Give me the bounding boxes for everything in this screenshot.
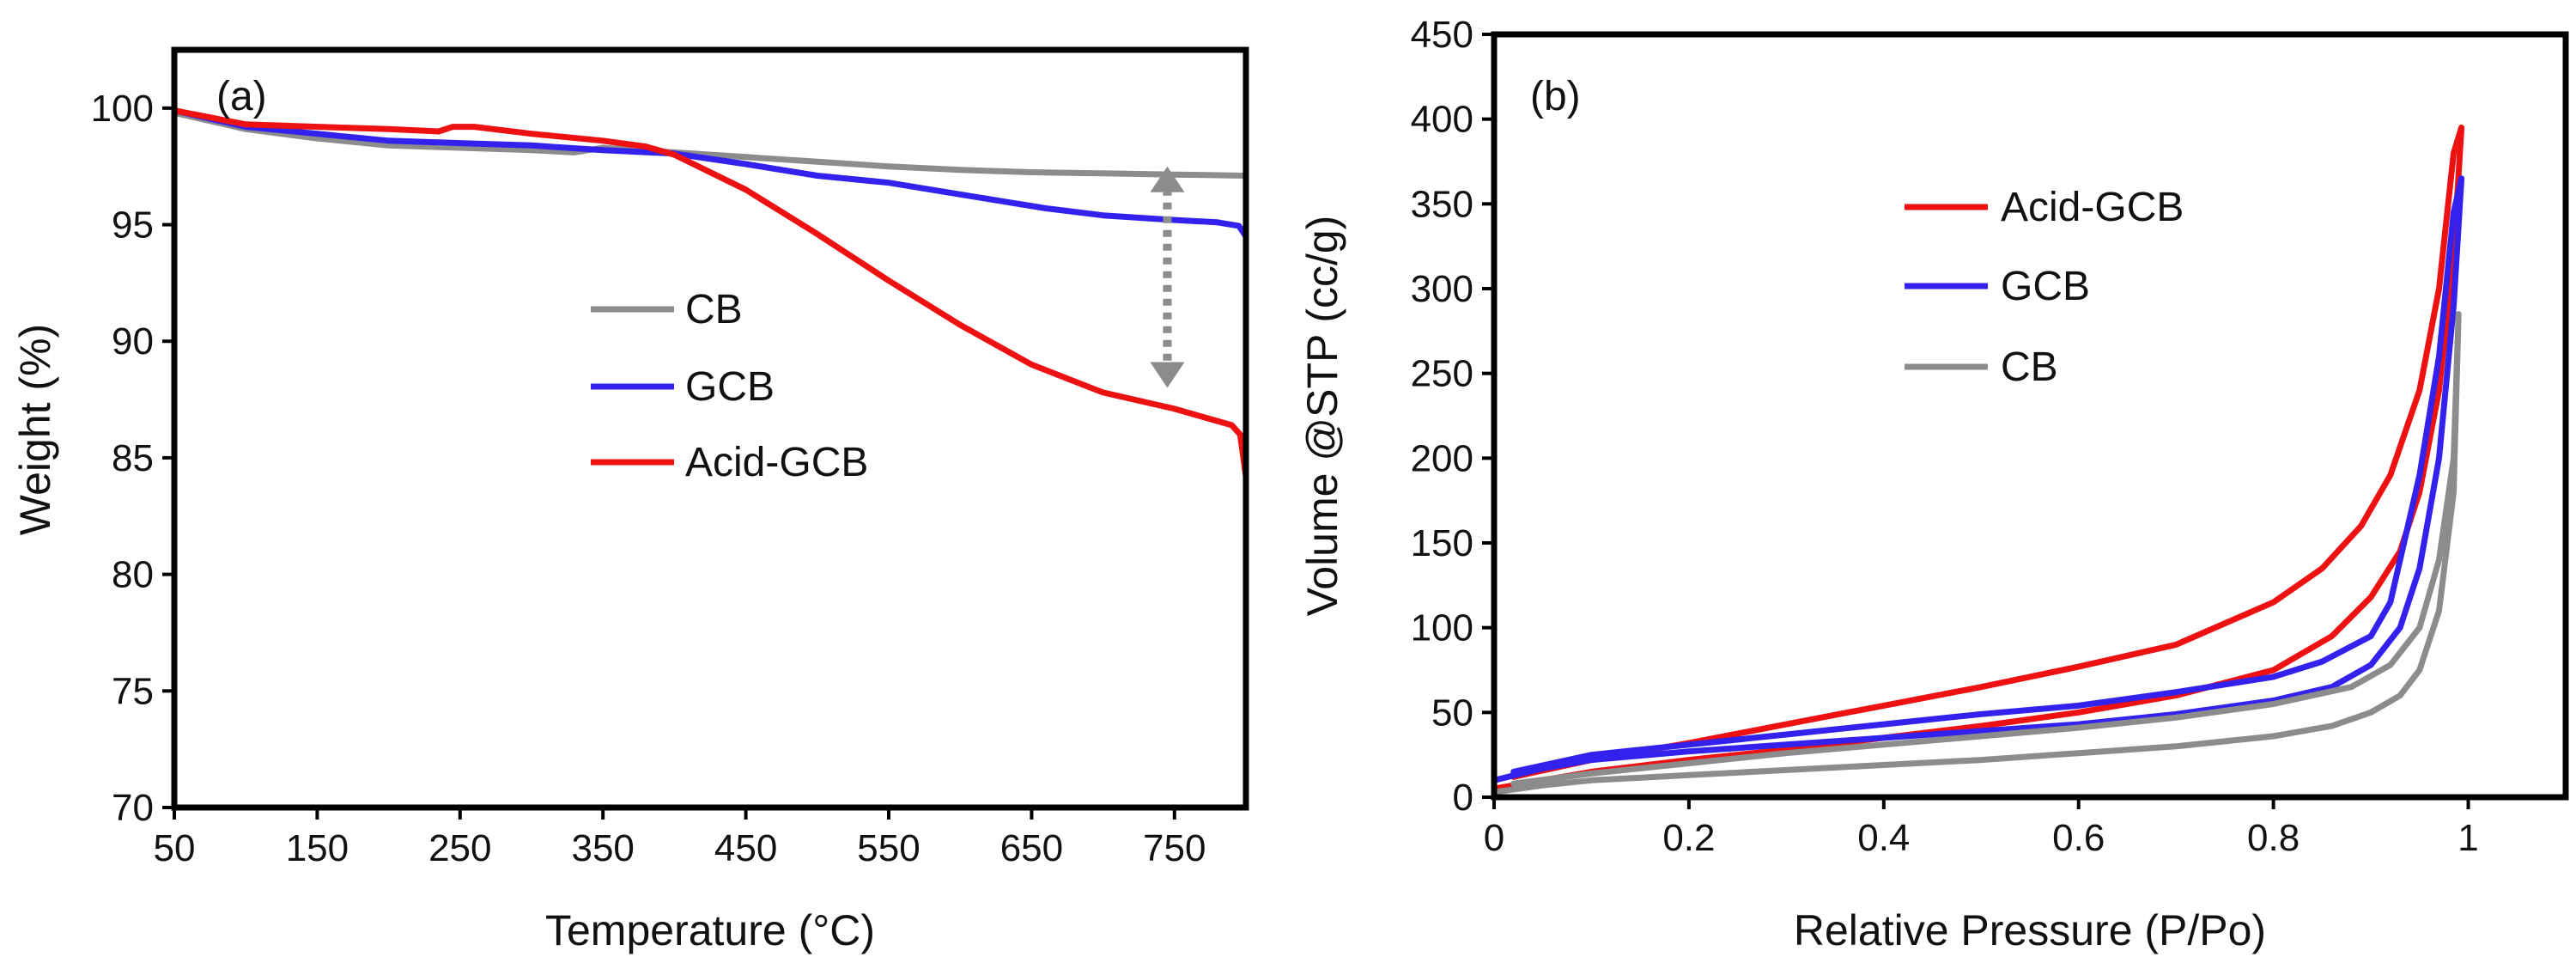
x-tick-label: 1	[2458, 817, 2478, 859]
x-tick-label: 750	[1143, 827, 1206, 869]
annotation-arrow	[1150, 166, 1185, 388]
y-tick-label: 150	[1411, 522, 1473, 564]
series-line-acid-gcb-a	[171, 107, 1249, 480]
legend-label-gcb-a: GCB	[685, 364, 775, 410]
y-tick-label: 0	[1453, 777, 1473, 819]
x-tick-label: 0.8	[2247, 817, 2300, 859]
series-group-b	[1491, 125, 2465, 795]
y-tick-label: 250	[1411, 353, 1473, 395]
panel-label-a: (a)	[216, 74, 267, 119]
chart-a: 50 150 250 350 450 550 650 750 707580859095100 …	[11, 46, 1249, 954]
y-axis-label-b: Volume @STP (cc/g)	[1298, 216, 1346, 617]
series-line-cb-a	[171, 109, 1249, 179]
x-tick-label: 250	[428, 827, 491, 869]
y-tick-label: 50	[1431, 692, 1473, 734]
series-line-gcb-b	[1491, 175, 2465, 783]
y-axis-label-a: Weight (%)	[11, 324, 59, 535]
y-tick-label: 80	[112, 554, 154, 596]
x-tick-labels-a: 50 150 250 350 450 550 650 750	[154, 827, 1206, 869]
series-group-a	[171, 107, 1249, 480]
legend-b: Acid-GCB GCB CB	[1905, 185, 2184, 390]
y-tick-label: 95	[112, 204, 154, 247]
x-tick-label: 0.6	[2052, 817, 2105, 859]
y-tick-label: 90	[112, 320, 154, 363]
plot-frame-a	[171, 46, 1249, 811]
y-tick-label: 100	[91, 88, 154, 130]
y-tick-label: 70	[112, 787, 154, 829]
x-axis-label-a: Temperature (°C)	[545, 906, 875, 954]
legend-a: CB GCB Acid-GCB	[591, 287, 868, 485]
y-tick-label: 450	[1411, 14, 1473, 56]
legend-label-cb-b: CB	[2001, 344, 2058, 390]
series-line-gcb-a	[171, 107, 1249, 240]
series-line-cb-b	[1491, 311, 2462, 795]
x-tick-label: 50	[154, 827, 196, 869]
arrow-head-up	[1150, 166, 1185, 192]
x-axis-label-b: Relative Pressure (P/Po)	[1794, 906, 2266, 954]
x-tick-label: 0.2	[1662, 817, 1715, 859]
y-tick-label: 300	[1411, 268, 1473, 310]
y-tick-labels-a: 70 75 80 85 90 95 100	[91, 88, 154, 829]
x-tick-labels-b: 0 0.2 0.4 0.6 0.8 1	[1484, 817, 2479, 859]
chart-b: 0 0.2 0.4 0.6 0.8 1 0 50 100 150 200 250 300 350 400 4…	[1298, 14, 2569, 954]
y-tick-labels-b: 0 50 100 150 200 250 300 350 400 450	[1411, 14, 1473, 819]
arrow-head-down	[1150, 362, 1185, 388]
legend-label-acid-gcb-a: Acid-GCB	[685, 440, 868, 485]
plot-frame-b	[1491, 31, 2569, 801]
y-tick-label: 100	[1411, 607, 1473, 649]
x-tick-label: 0	[1484, 817, 1504, 859]
y-tick-label: 350	[1411, 183, 1473, 225]
y-tick-label: 200	[1411, 437, 1473, 479]
legend-label-cb-a: CB	[685, 287, 743, 332]
tick-marks-b	[1482, 33, 2470, 809]
x-tick-label: 650	[1000, 827, 1063, 869]
y-tick-label: 75	[112, 670, 154, 712]
y-tick-label: 400	[1411, 99, 1473, 141]
x-tick-label: 150	[286, 827, 349, 869]
tick-marks-a	[162, 106, 1176, 820]
x-tick-label: 0.4	[1857, 817, 1910, 859]
y-tick-label: 85	[112, 437, 154, 479]
legend-label-acid-gcb-b: Acid-GCB	[2001, 185, 2184, 230]
x-tick-label: 350	[571, 827, 634, 869]
legend-label-gcb-b: GCB	[2001, 264, 2090, 309]
x-tick-label: 450	[714, 827, 777, 869]
panel-label-b: (b)	[1530, 74, 1581, 119]
x-tick-label: 550	[857, 827, 920, 869]
